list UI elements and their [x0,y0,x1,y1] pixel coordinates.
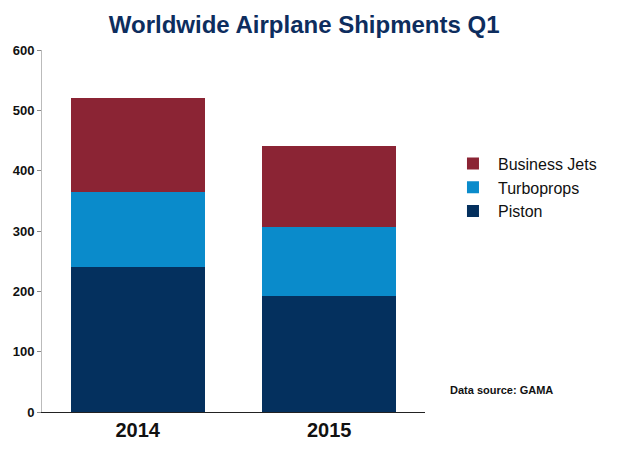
svg-text:Business Jets: Business Jets [498,156,597,173]
svg-text:300: 300 [13,224,35,239]
svg-text:0: 0 [27,405,34,420]
svg-text:200: 200 [13,284,35,299]
svg-text:Data source: GAMA: Data source: GAMA [450,384,553,396]
svg-text:Turboprops: Turboprops [498,180,579,197]
svg-text:400: 400 [13,163,35,178]
svg-text:100: 100 [13,344,35,359]
svg-text:Worldwide Airplane Shipments Q: Worldwide Airplane Shipments Q1 [109,11,500,38]
svg-text:2015: 2015 [307,419,352,441]
svg-text:600: 600 [13,43,35,58]
svg-text:500: 500 [13,103,35,118]
svg-text:2014: 2014 [116,419,161,441]
svg-text:Piston: Piston [498,203,542,220]
